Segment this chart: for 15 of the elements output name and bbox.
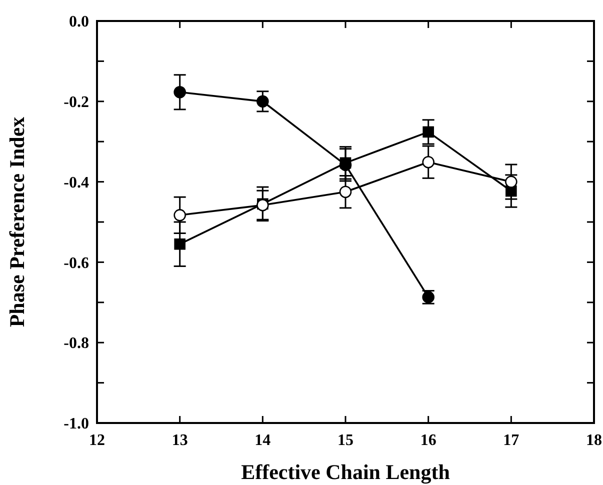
y-axis-title: Phase Preference Index xyxy=(5,116,29,328)
y-tick-label: -0.4 xyxy=(64,174,89,192)
x-tick-label: 15 xyxy=(338,432,354,449)
y-tick-label: -0.6 xyxy=(64,254,89,272)
x-tick-label: 16 xyxy=(420,432,436,449)
x-axis-title: Effective Chain Length xyxy=(241,460,450,484)
y-tick-label: -1.0 xyxy=(64,416,89,433)
x-tick-label: 18 xyxy=(586,432,602,449)
x-tick-label: 14 xyxy=(254,432,271,449)
y-tick-label: 0.0 xyxy=(69,14,89,31)
x-tick-label: 13 xyxy=(172,432,188,449)
y-tick-label: -0.2 xyxy=(64,94,89,111)
y-tick-label: -0.8 xyxy=(64,335,89,352)
x-tick-label: 17 xyxy=(503,432,520,449)
x-tick-label: 12 xyxy=(89,432,105,449)
